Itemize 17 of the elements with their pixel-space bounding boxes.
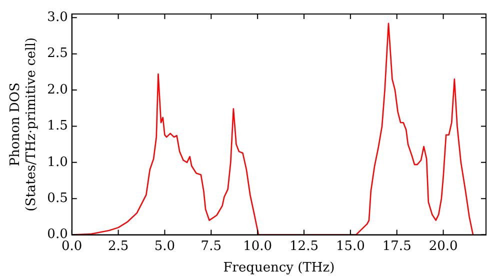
x-axis-title: Frequency (THz) [223,260,335,276]
y-tick-label: 2.5 [47,46,68,62]
x-tick-label: 10.0 [243,238,272,254]
y-axis-title: Phonon DOS (States/THz·primitive cell) [8,37,39,212]
x-tick-label: 15.0 [336,238,365,254]
y-tick-label: 0.5 [47,190,68,206]
y-tick-label: 2.0 [47,82,68,98]
x-tick-label: 5.0 [154,238,176,254]
x-tick-label: 20.0 [428,238,458,254]
x-tick-label: 2.5 [108,238,129,254]
y-tick-label: 1.0 [47,154,68,170]
y-tick-label: 3.0 [47,10,68,25]
x-tick-label: 17.5 [382,238,412,254]
y-tick-label: 1.5 [47,118,68,134]
x-tick-label: 12.5 [290,238,318,254]
x-tick-label: 0.0 [62,238,82,254]
x-tick-label: 7.5 [200,238,222,254]
